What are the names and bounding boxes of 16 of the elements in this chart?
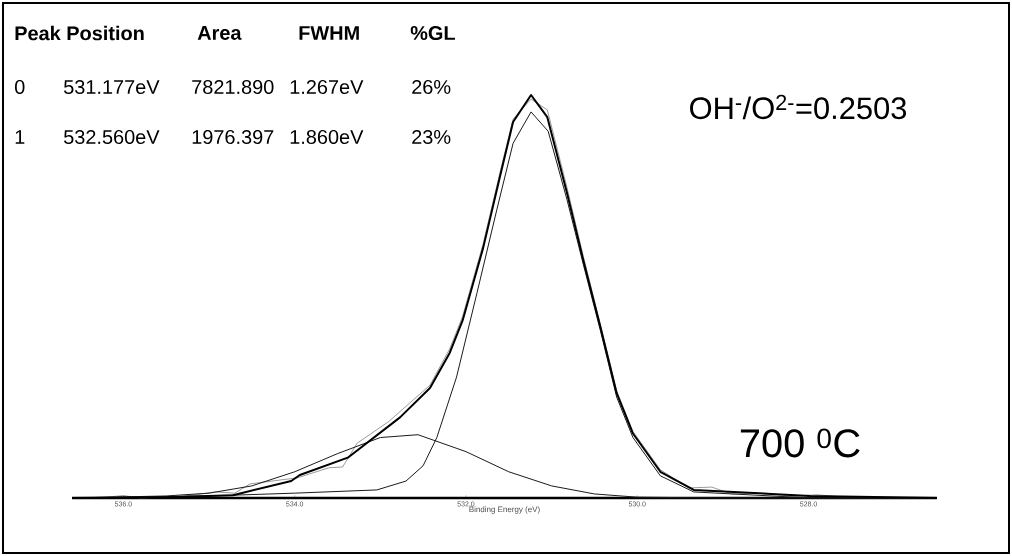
annotation: OH$^{-}$/O$^{2-}$=0.2503 [690, 94, 907, 120]
annotation: 700 $^{0}$C [740, 428, 860, 458]
text: 1.267eV [290, 79, 364, 95]
text: 7821.890 [192, 79, 274, 95]
text: 26% [412, 79, 451, 95]
text: FWHM [299, 26, 359, 40]
annotation: 1.860eV [290, 129, 364, 145]
annotation: 1976.397 [192, 129, 274, 145]
text: %GL [410, 25, 455, 41]
text: Peak Position [15, 25, 144, 41]
text: 0 [14, 79, 25, 95]
text: 531.177eV [64, 79, 160, 95]
annotation: 532.560eV [64, 129, 160, 145]
annotation: 23% [412, 129, 451, 145]
text: 1 [15, 130, 25, 144]
text: Area [197, 26, 242, 40]
